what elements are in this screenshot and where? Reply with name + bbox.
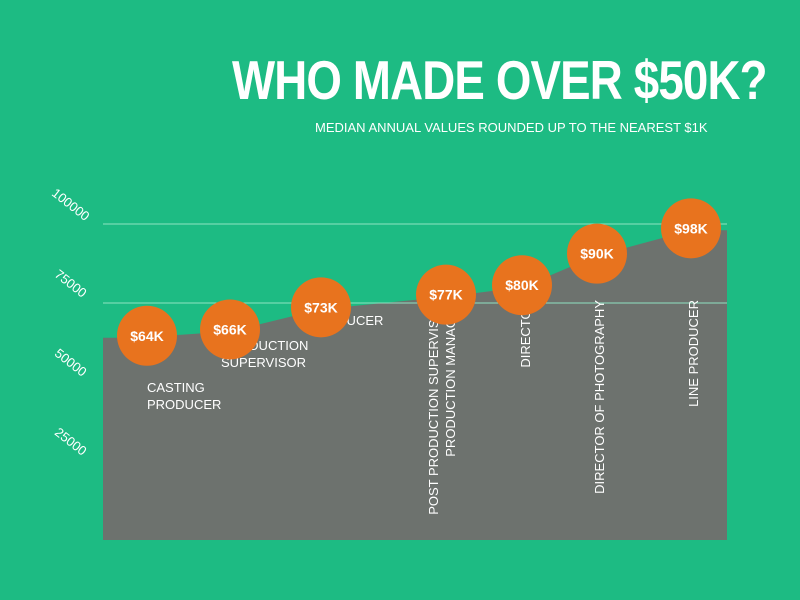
value-label-3: $77K	[429, 287, 462, 303]
value-bubble-5	[567, 223, 627, 284]
value-bubble-3	[416, 264, 476, 325]
chart-subtitle: MEDIAN ANNUAL VALUES ROUNDED UP TO THE N…	[315, 120, 708, 135]
category-label-4-0: DIRECTOR	[518, 300, 533, 368]
value-label-5: $90K	[580, 246, 613, 262]
value-label-4: $80K	[505, 277, 538, 293]
value-bubble-2	[291, 277, 351, 338]
value-bubble-0	[117, 305, 177, 366]
value-label-6: $98K	[674, 220, 707, 236]
category-label-6-0: LINE PRODUCER	[686, 300, 701, 407]
value-bubble-1	[200, 299, 260, 360]
value-label-2: $73K	[304, 299, 337, 315]
chart-title: WHO MADE OVER $50K?	[232, 49, 767, 111]
area-series	[103, 230, 727, 541]
y-tick-label-0: 25000	[52, 424, 90, 458]
value-bubble-6	[661, 198, 721, 259]
category-label-0-1: PRODUCER	[147, 397, 221, 412]
category-label-1-1: SUPERVISOR	[221, 355, 306, 370]
value-bubble-4	[492, 255, 552, 316]
category-label-5-0: DIRECTOR OF PHOTOGRAPHY	[592, 300, 607, 494]
value-label-0: $64K	[130, 328, 163, 344]
y-tick-label-1: 50000	[52, 345, 90, 379]
y-tick-label-3: 100000	[49, 185, 92, 224]
category-label-3-1: PRODUCTION MANAGER	[443, 300, 458, 457]
category-label-3-0: POST PRODUCTION SUPERVISOR	[426, 300, 441, 515]
value-label-1: $66K	[213, 321, 246, 337]
category-label-0-0: CASTING	[147, 380, 205, 395]
y-tick-label-2: 75000	[52, 266, 90, 300]
